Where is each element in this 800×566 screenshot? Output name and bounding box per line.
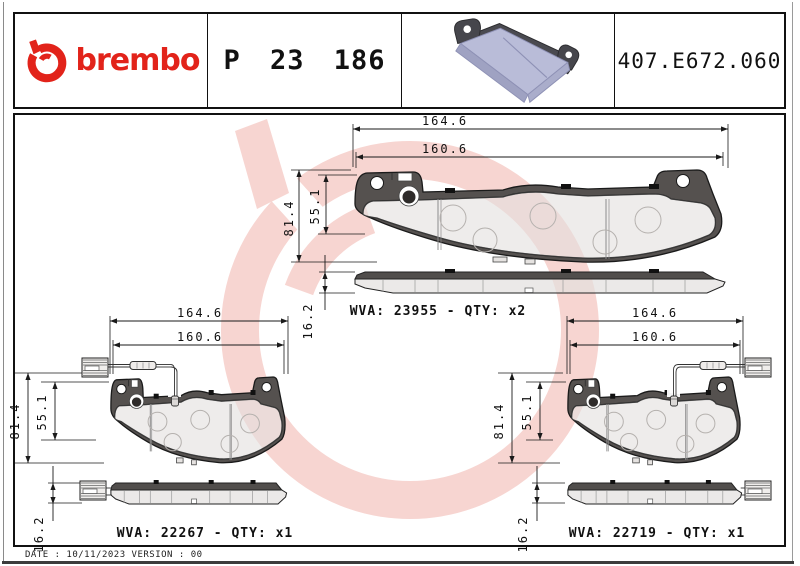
wear-sensor-tip [171,395,179,407]
brand-wordmark: brembo [75,42,201,78]
page-edge-left [3,2,4,563]
footer-revision-line: DATE : 10/11/2023 VERSION : 00 [25,550,203,560]
pad-side-profile [567,489,743,505]
wva-qty-label: WVA: 22267 - QTY: x1 [117,526,294,541]
dim-width-outer: 164.6 [422,114,468,128]
dim-width-inner: 160.6 [632,330,678,344]
dim-height-outer: 81.4 [282,200,296,237]
dim-height-inner: 55.1 [520,394,534,431]
drawing-left-sensor-pad: 164.6 160.6 81.4 55.1 16.2 WVA: 22267 - QTY: … [8,306,294,552]
dim-thickness: 16.2 [32,516,46,553]
sensor-hole-dot [588,397,598,407]
brand-logo-cell: brembo [15,14,208,107]
page-edge-bottom [2,561,794,564]
drawing-right-sensor-pad: 164.6 160.6 81.4 55.1 16.2 WVA: 22719 - QTY: … [492,306,772,552]
reference-code: 407.E672.060 [617,48,782,73]
sensor-hole-dot [402,190,416,204]
pad-3d-render [402,14,615,107]
dim-height-inner: 55.1 [308,188,322,225]
dim-width-outer: 164.6 [632,306,678,320]
dim-width-outer: 164.6 [177,306,223,320]
dim-height-outer: 81.4 [492,403,506,440]
header-title-block: brembo P 23 186 407.E672.060 [13,12,786,109]
brembo-logo-icon [27,38,66,82]
dim-height-inner: 55.1 [35,394,49,431]
page-edge-right [792,2,793,563]
pad-side-profile [110,489,288,505]
dim-width-inner: 160.6 [422,142,468,156]
dim-thickness: 16.2 [516,516,530,553]
dim-width-inner: 160.6 [177,330,223,344]
part-number: P 23 186 [208,14,402,107]
brake-pad-3d-icon [454,17,580,103]
pad-side-profile [354,278,726,294]
dim-height-outer: 81.4 [8,403,22,440]
sensor-hole-dot [131,397,142,407]
wear-sensor-tip [670,395,678,407]
wva-qty-label: WVA: 22719 - QTY: x1 [569,526,746,541]
